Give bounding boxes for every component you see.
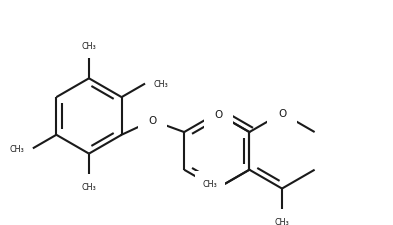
Text: O: O — [278, 109, 286, 119]
Text: CH₃: CH₃ — [9, 145, 24, 154]
Text: CH₃: CH₃ — [275, 217, 289, 225]
Text: O: O — [148, 116, 156, 126]
Text: CH₃: CH₃ — [82, 42, 96, 51]
Text: CH₃: CH₃ — [82, 182, 96, 191]
Text: CH₃: CH₃ — [202, 179, 217, 188]
Text: CH₃: CH₃ — [154, 79, 168, 88]
Text: O: O — [214, 110, 222, 119]
